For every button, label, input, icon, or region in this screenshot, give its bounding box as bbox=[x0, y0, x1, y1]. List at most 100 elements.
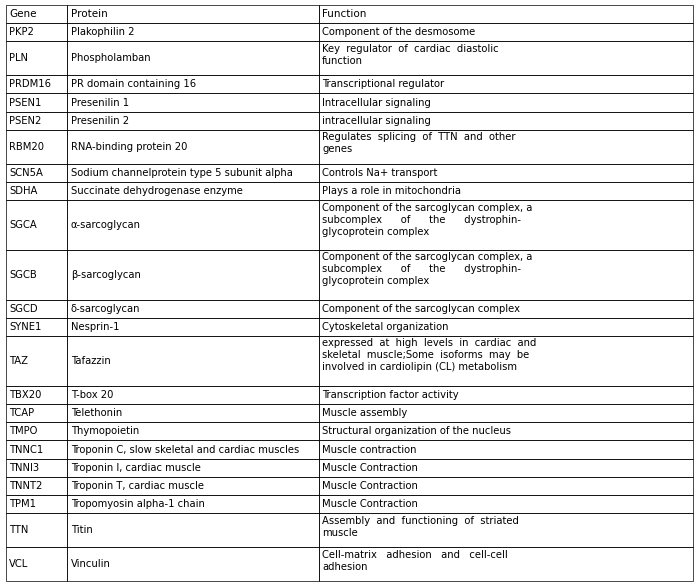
Bar bbox=[6, 318, 68, 336]
Bar bbox=[319, 404, 693, 422]
Bar bbox=[6, 130, 68, 164]
Bar bbox=[319, 495, 693, 513]
Bar bbox=[319, 513, 693, 547]
Text: SDHA: SDHA bbox=[9, 186, 38, 196]
Bar bbox=[319, 318, 693, 336]
Text: Muscle Contraction: Muscle Contraction bbox=[322, 481, 418, 491]
Bar bbox=[68, 477, 319, 495]
Text: TAZ: TAZ bbox=[9, 356, 28, 366]
Bar bbox=[6, 336, 68, 386]
Text: RNA-binding protein 20: RNA-binding protein 20 bbox=[71, 142, 187, 152]
Text: TPM1: TPM1 bbox=[9, 499, 36, 509]
Bar bbox=[319, 93, 693, 112]
Text: TCAP: TCAP bbox=[9, 408, 34, 418]
Bar bbox=[6, 250, 68, 299]
Text: Tropomyosin alpha-1 chain: Tropomyosin alpha-1 chain bbox=[71, 499, 205, 509]
Bar bbox=[6, 5, 68, 23]
Bar bbox=[68, 318, 319, 336]
Bar bbox=[6, 5, 68, 23]
Text: Plakophilin 2: Plakophilin 2 bbox=[71, 27, 134, 37]
Bar bbox=[6, 477, 68, 495]
Bar bbox=[68, 547, 319, 581]
Bar bbox=[6, 93, 68, 112]
Bar bbox=[6, 404, 68, 422]
Bar bbox=[319, 513, 693, 547]
Bar bbox=[68, 93, 319, 112]
Bar bbox=[319, 422, 693, 441]
Bar bbox=[6, 41, 68, 75]
Bar bbox=[6, 200, 68, 250]
Bar bbox=[319, 130, 693, 164]
Bar bbox=[319, 336, 693, 386]
Bar bbox=[6, 477, 68, 495]
Bar bbox=[6, 336, 68, 386]
Bar bbox=[68, 513, 319, 547]
Text: Assembly  and  functioning  of  striated
muscle: Assembly and functioning of striated mus… bbox=[322, 516, 519, 538]
Text: α-sarcoglycan: α-sarcoglycan bbox=[71, 220, 141, 230]
Text: Component of the sarcoglycan complex: Component of the sarcoglycan complex bbox=[322, 304, 520, 314]
Text: Succinate dehydrogenase enzyme: Succinate dehydrogenase enzyme bbox=[71, 186, 243, 196]
Bar bbox=[6, 495, 68, 513]
Text: Titin: Titin bbox=[71, 526, 93, 536]
Bar bbox=[319, 459, 693, 477]
Text: Muscle Contraction: Muscle Contraction bbox=[322, 499, 418, 509]
Text: Key  regulator  of  cardiac  diastolic
function: Key regulator of cardiac diastolic funct… bbox=[322, 43, 498, 66]
Bar bbox=[68, 112, 319, 130]
Bar bbox=[6, 422, 68, 441]
Bar bbox=[68, 200, 319, 250]
Bar bbox=[6, 182, 68, 200]
Text: intracellular signaling: intracellular signaling bbox=[322, 116, 431, 126]
Bar bbox=[319, 130, 693, 164]
Bar bbox=[319, 200, 693, 250]
Text: Presenilin 1: Presenilin 1 bbox=[71, 97, 129, 108]
Bar bbox=[68, 182, 319, 200]
Bar bbox=[68, 441, 319, 459]
Bar bbox=[6, 318, 68, 336]
Text: Sodium channelprotein type 5 subunit alpha: Sodium channelprotein type 5 subunit alp… bbox=[71, 168, 293, 178]
Bar bbox=[6, 547, 68, 581]
Bar bbox=[68, 459, 319, 477]
Bar bbox=[68, 336, 319, 386]
Bar bbox=[68, 75, 319, 93]
Bar bbox=[68, 23, 319, 41]
Bar bbox=[68, 250, 319, 299]
Text: Controls Na+ transport: Controls Na+ transport bbox=[322, 168, 438, 178]
Bar bbox=[68, 23, 319, 41]
Bar bbox=[68, 130, 319, 164]
Bar bbox=[6, 513, 68, 547]
Text: Intracellular signaling: Intracellular signaling bbox=[322, 97, 431, 108]
Text: Component of the sarcoglycan complex, a
subcomplex      of      the      dystrop: Component of the sarcoglycan complex, a … bbox=[322, 253, 533, 287]
Text: SYNE1: SYNE1 bbox=[9, 322, 41, 332]
Bar bbox=[319, 23, 693, 41]
Bar bbox=[68, 250, 319, 299]
Bar bbox=[68, 182, 319, 200]
Text: Troponin I, cardiac muscle: Troponin I, cardiac muscle bbox=[71, 463, 201, 473]
Bar bbox=[319, 164, 693, 182]
Bar bbox=[319, 93, 693, 112]
Bar bbox=[68, 41, 319, 75]
Bar bbox=[6, 441, 68, 459]
Bar bbox=[319, 547, 693, 581]
Text: Troponin C, slow skeletal and cardiac muscles: Troponin C, slow skeletal and cardiac mu… bbox=[71, 445, 299, 455]
Bar bbox=[68, 164, 319, 182]
Bar bbox=[68, 404, 319, 422]
Bar bbox=[319, 477, 693, 495]
Bar bbox=[319, 299, 693, 318]
Bar bbox=[6, 547, 68, 581]
Bar bbox=[319, 318, 693, 336]
Bar bbox=[319, 200, 693, 250]
Text: VCL: VCL bbox=[9, 560, 29, 570]
Bar bbox=[6, 41, 68, 75]
Text: SGCA: SGCA bbox=[9, 220, 37, 230]
Bar bbox=[68, 459, 319, 477]
Bar bbox=[6, 93, 68, 112]
Bar bbox=[68, 299, 319, 318]
Text: SGCB: SGCB bbox=[9, 270, 37, 280]
Text: TBX20: TBX20 bbox=[9, 390, 41, 400]
Bar bbox=[319, 112, 693, 130]
Bar bbox=[68, 422, 319, 441]
Bar bbox=[319, 495, 693, 513]
Bar bbox=[68, 441, 319, 459]
Bar bbox=[6, 513, 68, 547]
Bar bbox=[68, 75, 319, 93]
